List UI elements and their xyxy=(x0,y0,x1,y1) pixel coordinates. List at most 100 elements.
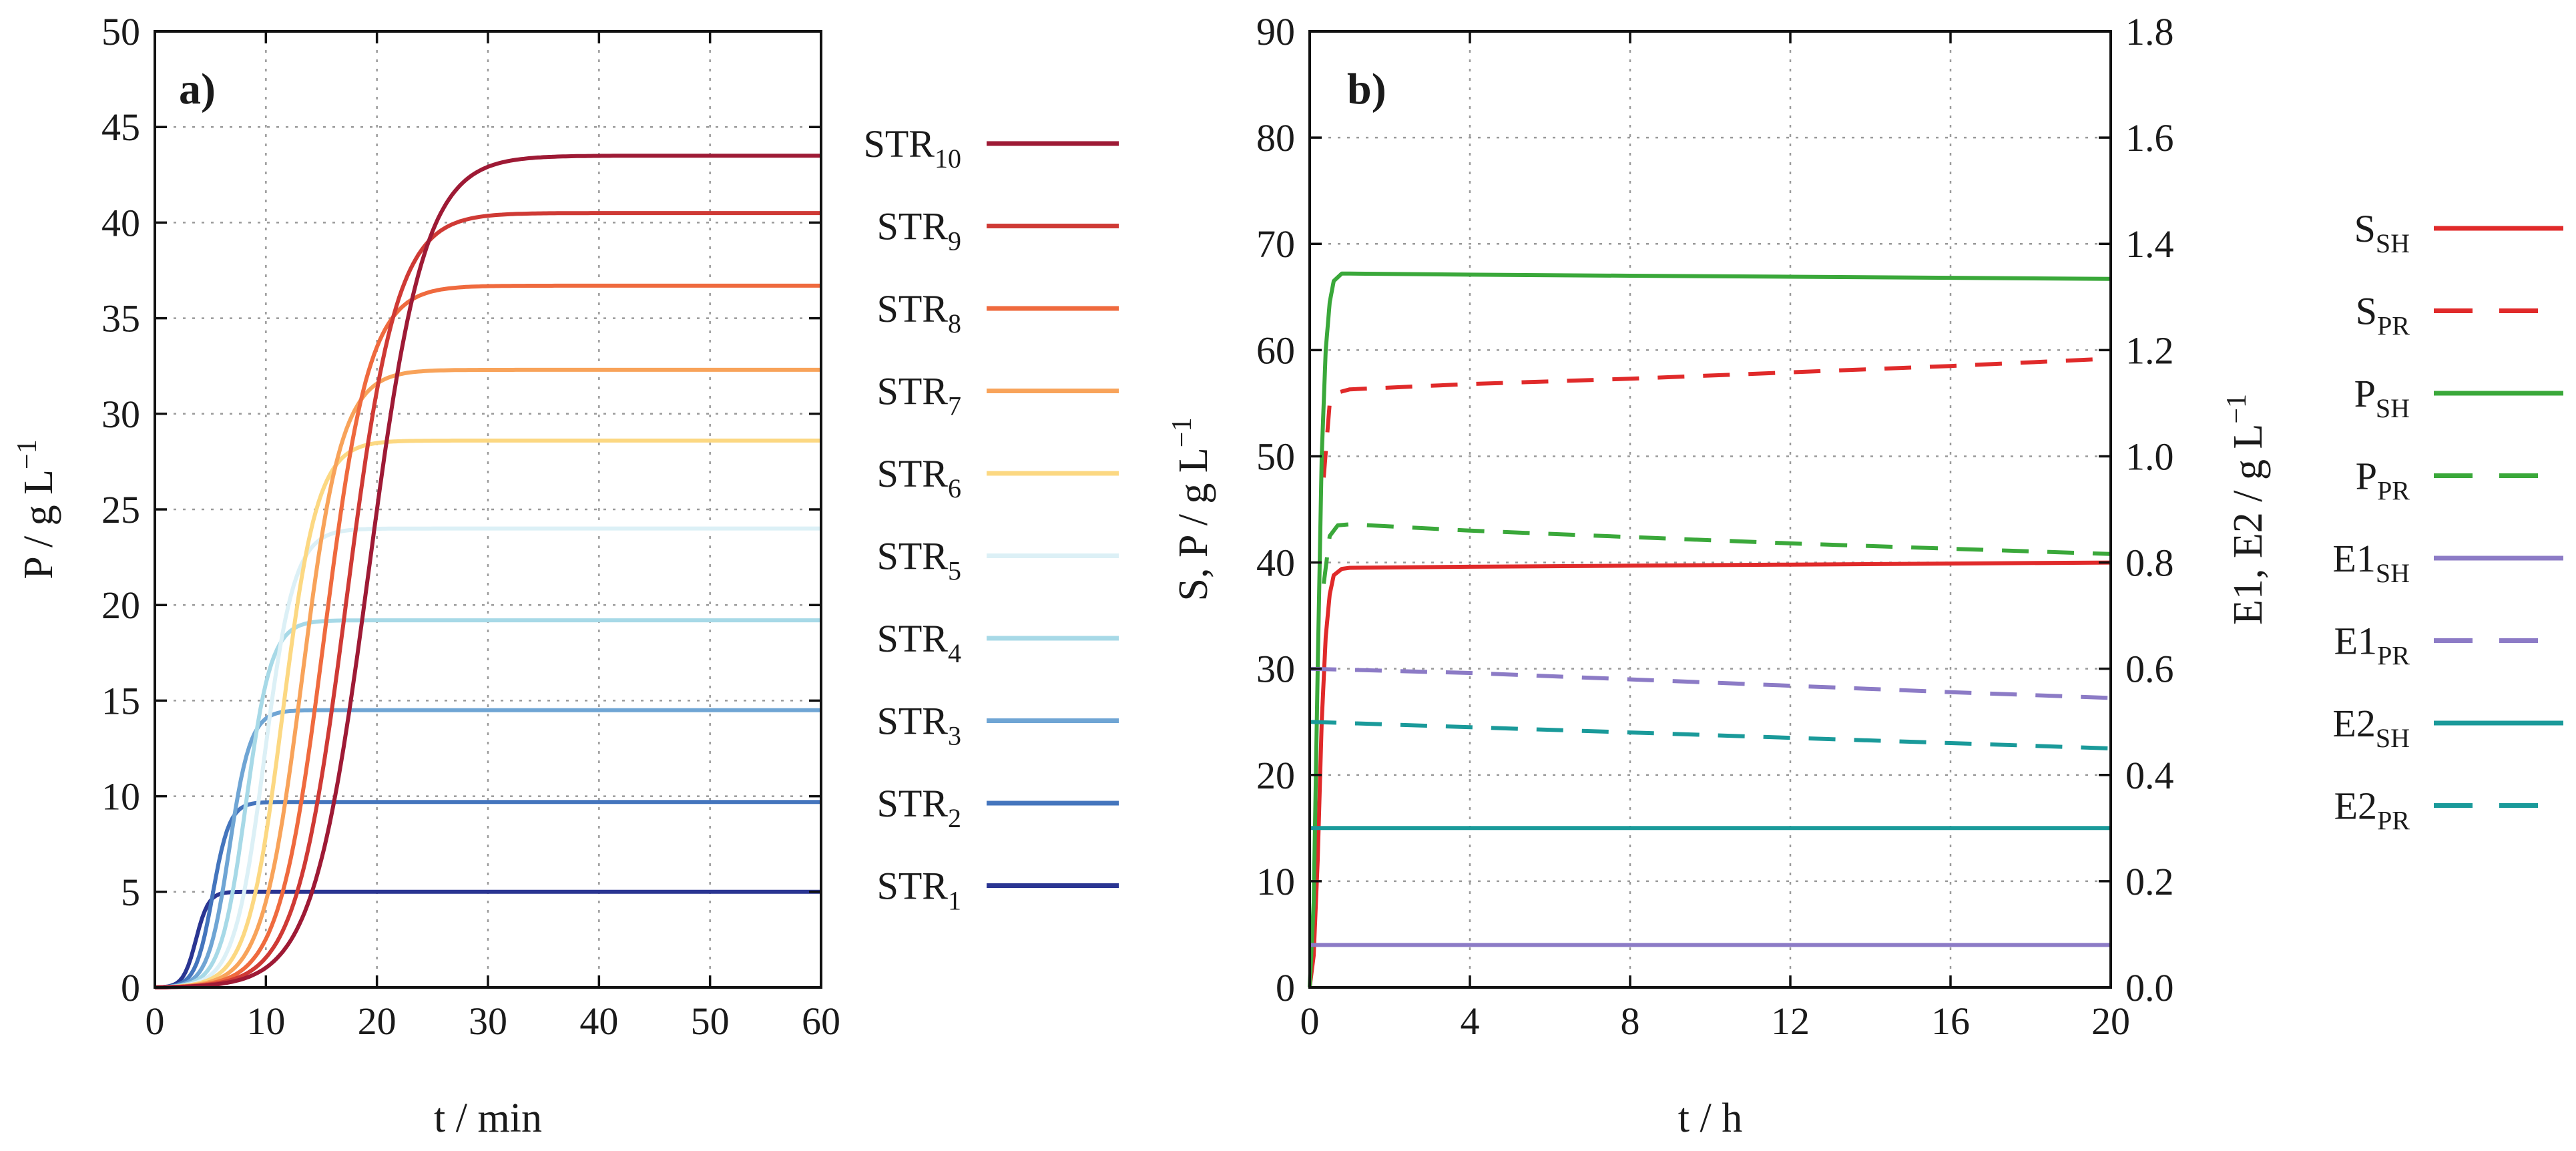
panel-a-xtick-label: 20 xyxy=(358,999,397,1043)
panel-b-ytick-label: 70 xyxy=(1256,222,1295,266)
panel-b-ytick-label: 50 xyxy=(1256,435,1295,478)
panel-a-xtick-label: 0 xyxy=(146,999,165,1043)
panel-b-label: b) xyxy=(1347,65,1386,113)
panel-a-ticks: 0 10 20 30 40 50 60 0 5 10 15 20 25 30 35 40 45 50 xyxy=(101,10,840,1043)
panel-b-lines xyxy=(1308,271,2111,988)
panel-b-series-p-pr xyxy=(1322,522,2111,584)
panel-b-ticks: 0 4 8 12 16 20 0 10 20 30 40 50 60 70 80 90 0.0 0.2 0.4 0.6… xyxy=(1256,10,2174,1043)
panel-a-grid xyxy=(155,31,821,987)
panel-a-legend-item-str10: STR10 xyxy=(864,122,1119,174)
legend-label: STR9 xyxy=(877,205,961,256)
panel-a-ytick-label: 5 xyxy=(121,871,140,914)
panel-a-label: a) xyxy=(179,65,216,113)
legend-label: STR5 xyxy=(877,535,961,586)
panel-b-series-p-sh xyxy=(1308,271,2111,988)
panel-a-lines xyxy=(154,154,821,989)
panel-b-y2tick-label: 1.0 xyxy=(2125,435,2174,478)
legend-label: STR6 xyxy=(877,452,961,503)
panel-a-ytick-label: 25 xyxy=(101,488,140,531)
panel-a-ytick-label: 20 xyxy=(101,584,140,627)
panel-b-grid xyxy=(1310,31,2111,987)
panel-b-ytick-label: 30 xyxy=(1256,648,1295,691)
panel-b-y2label: E1, E2 / g L−1 xyxy=(2222,394,2271,625)
panel-b-y2tick-label: 1.2 xyxy=(2125,328,2174,372)
panel-a-legend-item-str9: STR9 xyxy=(877,205,1119,256)
legend-label: E2SH xyxy=(2332,702,2410,753)
panel-b-y2tick-label: 0.6 xyxy=(2125,648,2174,691)
panel-a-series-str7 xyxy=(154,367,821,989)
panel-b-y2tick-label: 0.2 xyxy=(2125,860,2174,903)
panel-b-y2tick-label: 0.0 xyxy=(2125,966,2174,1009)
panel-b-legend-item-s-sh: SSH xyxy=(2354,207,2563,258)
legend-label: E1PR xyxy=(2334,620,2410,671)
panel-b-y2tick-label: 1.4 xyxy=(2125,222,2174,266)
panel-b-series-s-sh xyxy=(1308,560,2111,988)
panel-b-legend-item-e1-sh: E1SH xyxy=(2332,537,2563,588)
panel-a-legend-item-str2: STR2 xyxy=(877,782,1119,833)
panel-b-xtick-label: 0 xyxy=(1300,999,1320,1043)
legend-label: STR4 xyxy=(877,617,961,668)
panel-a-legend-item-str8: STR8 xyxy=(877,287,1119,338)
panel-b-legend-item-e1-pr: E1PR xyxy=(2334,620,2563,671)
panel-a-series-str2 xyxy=(154,800,821,989)
legend-label: PSH xyxy=(2354,372,2410,423)
panel-b-frame xyxy=(1308,30,2112,989)
panel-b-xtick-label: 12 xyxy=(1771,999,1810,1043)
panel-b-legend: SSH SPR PSH PPR E1SH E1PR E2SH E2PR xyxy=(2332,207,2563,836)
panel-b-ytick-label: 60 xyxy=(1256,328,1295,372)
panel-a-xtick-label: 50 xyxy=(691,999,730,1043)
panel-b-xlabel: t / h xyxy=(1678,1096,1742,1141)
panel-a-series-str6 xyxy=(154,438,821,989)
panel-a-legend-item-str7: STR7 xyxy=(877,370,1119,421)
legend-label: PPR xyxy=(2356,455,2410,506)
panel-b-ytick-label: 80 xyxy=(1256,116,1295,160)
panel-b-xtick-label: 16 xyxy=(1931,999,1970,1043)
panel-b-series-e1-pr xyxy=(1309,666,2111,700)
panel-b-ytick-label: 0 xyxy=(1276,966,1295,1009)
panel-a-series-str8 xyxy=(154,283,821,989)
panel-a-ytick-label: 10 xyxy=(101,775,140,819)
panel-b-xtick-label: 20 xyxy=(2091,999,2130,1043)
legend-label: STR2 xyxy=(877,782,961,833)
panel-a-xtick-label: 30 xyxy=(469,999,507,1043)
panel-b-legend-item-p-sh: PSH xyxy=(2354,372,2563,423)
legend-label: STR10 xyxy=(864,122,961,174)
panel-b-ylabel: S, P / g L−1 xyxy=(1167,418,1216,602)
panel-b-ytick-label: 40 xyxy=(1256,541,1295,585)
panel-a-xlabel: t / min xyxy=(434,1096,542,1141)
panel-b-legend-item-e2-pr: E2PR xyxy=(2334,784,2563,836)
legend-label: STR3 xyxy=(877,700,961,751)
panel-a-series-str1 xyxy=(154,889,821,989)
panel-a-legend-item-str3: STR3 xyxy=(877,700,1119,751)
panel-a-ytick-label: 45 xyxy=(101,105,140,149)
legend-label: STR7 xyxy=(877,370,961,421)
panel-b-xtick-label: 8 xyxy=(1621,999,1640,1043)
panel-a-ytick-label: 15 xyxy=(101,679,140,722)
panel-a-legend: STR10 STR9 STR8 STR7 STR6 STR5 STR4 STR3 STR2 STR… xyxy=(864,122,1119,916)
panel-a-series-str3 xyxy=(154,708,821,989)
panel-a-series-str4 xyxy=(154,618,821,989)
legend-label: STR1 xyxy=(877,865,961,916)
panel-a-legend-item-str6: STR6 xyxy=(877,452,1119,503)
panel-b-ytick-label: 20 xyxy=(1256,754,1295,797)
panel-b-y2tick-label: 0.8 xyxy=(2125,541,2174,585)
panel-a-ytick-label: 30 xyxy=(101,393,140,436)
panel-a-legend-item-str4: STR4 xyxy=(877,617,1119,668)
panel-a-ytick-label: 50 xyxy=(101,10,140,53)
panel-b-ytick-label: 10 xyxy=(1256,860,1295,903)
panel-a-ytick-label: 40 xyxy=(101,201,140,244)
panel-a-series-str9 xyxy=(154,211,821,989)
panel-a-ylabel: P / g L−1 xyxy=(12,439,61,579)
panel-a-legend-item-str5: STR5 xyxy=(877,535,1119,586)
panel-a-series-str5 xyxy=(154,526,821,989)
panel-b-y2tick-label: 0.4 xyxy=(2125,754,2174,797)
legend-label: E1SH xyxy=(2332,537,2410,588)
panel-b-series-s-pr xyxy=(1322,357,2111,478)
panel-a-legend-item-str1: STR1 xyxy=(877,865,1119,916)
legend-label: STR8 xyxy=(877,287,961,338)
panel-a-xtick-label: 60 xyxy=(802,999,840,1043)
legend-label: SSH xyxy=(2354,207,2410,258)
panel-b: 0 4 8 12 16 20 0 10 20 30 40 50 60 70 80 90 0.0 0.2 0.4 0.6… xyxy=(1167,10,2563,1141)
panel-b-ytick-label: 90 xyxy=(1256,10,1295,53)
